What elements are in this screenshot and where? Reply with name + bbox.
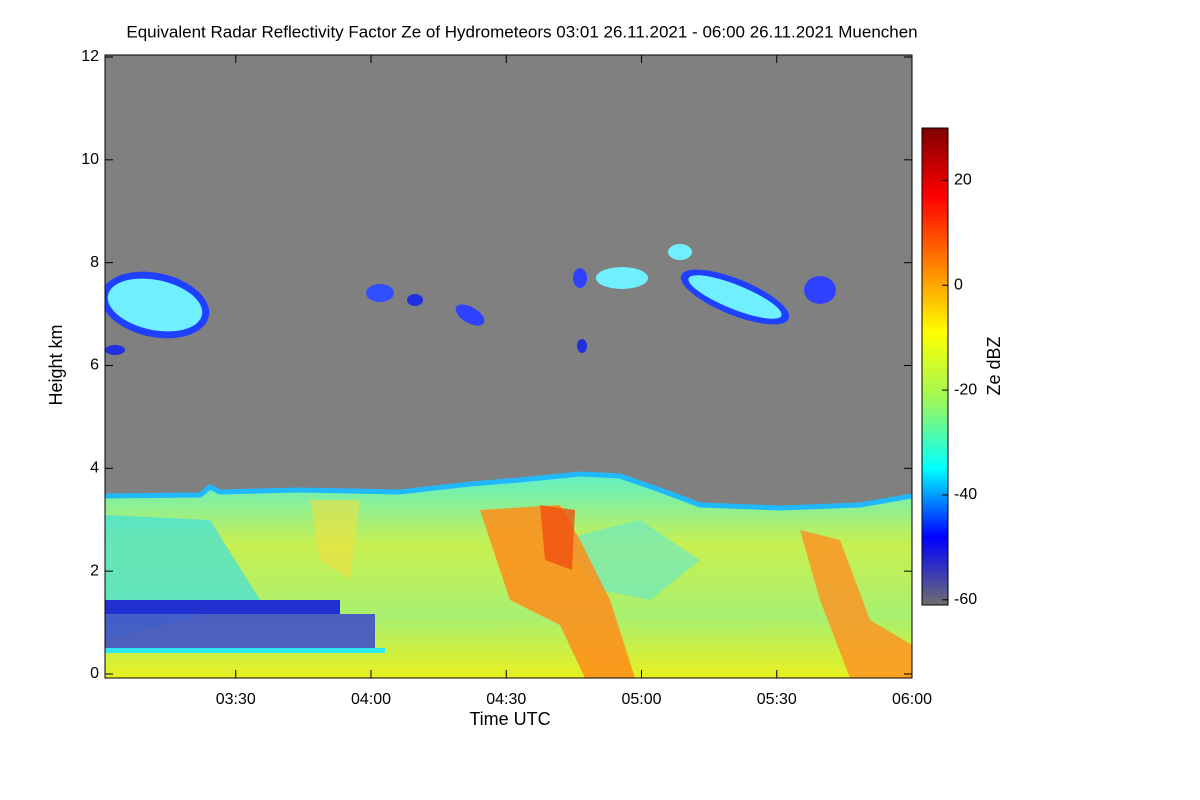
cloud — [668, 244, 692, 260]
colorbar-tick-label: 20 — [954, 172, 972, 189]
colorbar-tick-label: -60 — [954, 591, 977, 608]
x-tick-label: 05:00 — [621, 691, 661, 708]
cloud — [455, 304, 485, 326]
y-tick-label: 4 — [90, 460, 99, 477]
colorbar-tick-label: 0 — [954, 276, 963, 293]
cyan-band — [105, 648, 385, 653]
x-tick-label: 06:00 — [892, 691, 932, 708]
y-tick-label: 10 — [81, 151, 99, 168]
y-tick-label: 8 — [90, 254, 99, 271]
cloud — [105, 345, 125, 355]
x-tick-label: 05:30 — [757, 691, 797, 708]
cloud — [366, 284, 394, 302]
y-tick-label: 0 — [90, 665, 99, 682]
heatmap — [105, 55, 912, 678]
y-axis-label: Height km — [46, 324, 66, 405]
colorbar-tick-label: -20 — [954, 381, 977, 398]
x-axis-label: Time UTC — [469, 709, 550, 729]
orange-plume — [480, 505, 635, 678]
cloud-top-edge — [105, 471, 912, 511]
cloud — [596, 267, 648, 289]
y-tick-label: 6 — [90, 357, 99, 374]
x-tick-label: 03:30 — [216, 691, 256, 708]
cloud — [407, 294, 423, 306]
cloud — [688, 275, 782, 319]
cloud — [107, 278, 203, 332]
plot-frame — [104, 54, 913, 679]
colorbar-label: Ze dBZ — [984, 336, 1004, 395]
orange-plume — [800, 530, 912, 678]
chart-title: Equivalent Radar Reflectivity Factor Ze … — [126, 22, 917, 41]
x-tick-label: 04:30 — [486, 691, 526, 708]
x-tick-label: 04:00 — [351, 691, 391, 708]
colorbar-tick-label: -40 — [954, 486, 977, 503]
yellow-streak — [310, 500, 360, 580]
blue-band — [105, 600, 340, 614]
cloud — [577, 339, 587, 353]
blue-band — [105, 614, 375, 648]
y-tick-label: 12 — [81, 48, 99, 65]
cloud — [804, 276, 836, 304]
y-tick-label: 2 — [90, 562, 99, 579]
colorbar — [921, 127, 949, 606]
cloud — [573, 268, 587, 288]
red-core — [540, 505, 575, 570]
